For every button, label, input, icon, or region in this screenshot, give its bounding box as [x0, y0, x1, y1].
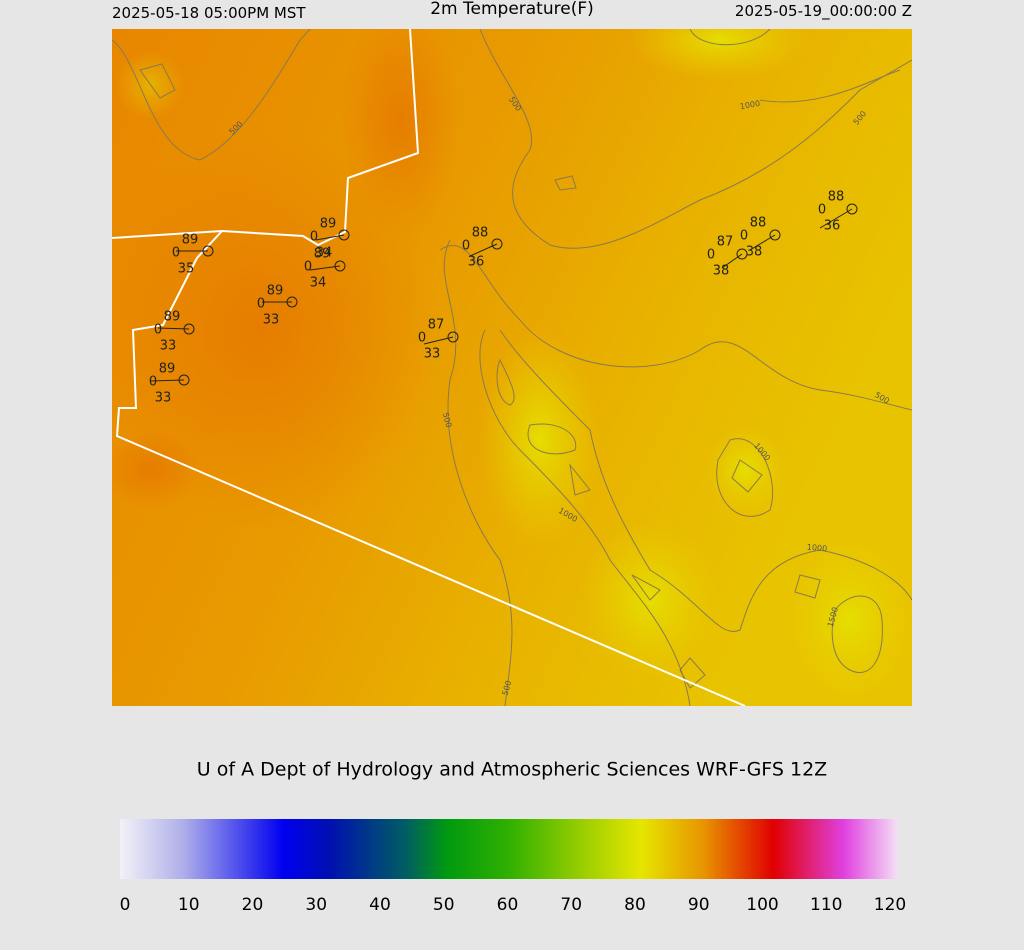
contour-line	[112, 29, 311, 161]
station-temp: 89	[164, 310, 181, 325]
station-cloud: 0	[154, 323, 162, 338]
contour-line	[479, 29, 912, 249]
station-circle	[846, 203, 858, 215]
wind-barb	[819, 208, 853, 229]
colorbar-tick-label: 20	[242, 895, 264, 915]
shade	[480, 330, 600, 550]
shade	[790, 540, 910, 700]
contour-line	[496, 358, 821, 689]
contour-line	[139, 63, 577, 191]
colorbar-tick-label: 70	[560, 895, 582, 915]
station-temp: 89	[314, 247, 331, 262]
colorbar-tick-label: 50	[433, 895, 455, 915]
colorbar-tick-label: 60	[497, 895, 519, 915]
station-dewpoint: 34	[310, 276, 327, 291]
valid-time-utc: 2025-05-19_00:00:00 Z	[735, 2, 912, 21]
contour-line	[479, 329, 691, 706]
shade	[112, 430, 200, 510]
colorbar-tick-label: 40	[369, 895, 391, 915]
station-temp: 89	[182, 233, 199, 248]
borders	[112, 29, 746, 706]
station-cloud: 0	[149, 375, 157, 390]
colorbar-tick-label: 10	[178, 895, 200, 915]
station-cloud: 0	[818, 203, 826, 218]
contour-label: 1000	[739, 99, 761, 111]
station-dewpoint: 34	[316, 246, 333, 261]
station-dewpoint: 33	[424, 347, 441, 362]
station-temp: 89	[320, 217, 337, 232]
station-cloud: 0	[172, 246, 180, 261]
shade	[115, 50, 185, 120]
station-dewpoint: 33	[155, 391, 172, 406]
station-dewpoint: 38	[746, 245, 763, 260]
station-dewpoint: 33	[263, 313, 280, 328]
contour-label: 1000	[806, 543, 827, 554]
contour-line	[439, 244, 912, 411]
station-cloud: 0	[707, 248, 715, 263]
colorbar-tick-label: 30	[305, 895, 327, 915]
station-cloud: 0	[310, 230, 318, 245]
station-circle	[334, 260, 346, 272]
contour-line	[443, 239, 513, 706]
colorbar-tick-label: 0	[120, 895, 131, 915]
valid-time-local: 2025-05-18 05:00PM MST	[112, 4, 306, 22]
contour-line	[831, 595, 883, 673]
station-temp: 87	[717, 235, 734, 250]
station-dewpoint: 35	[178, 262, 195, 277]
station-dewpoint: 38	[713, 264, 730, 279]
wind-barb	[149, 379, 185, 382]
station-temp: 89	[267, 284, 284, 299]
shade	[630, 29, 810, 80]
station-circle	[286, 296, 298, 308]
contour-line	[499, 329, 912, 632]
station-temp: 88	[472, 226, 489, 241]
contour-line	[759, 69, 901, 103]
station-group: 8903589034890348903389033890338803687033…	[149, 190, 858, 406]
station-cloud: 0	[418, 331, 426, 346]
station-temp: 88	[828, 190, 845, 205]
colorbar-tick-label: 120	[874, 895, 906, 915]
station-circle	[447, 331, 459, 343]
colorbar-ticks: 0 10 20 30 40 50 60 70 80 90 100 110 120	[120, 895, 907, 915]
border-line	[112, 29, 420, 247]
contour-line	[689, 29, 771, 46]
station-temp: 89	[159, 362, 176, 377]
footer-credit: U of A Dept of Hydrology and Atmospheric…	[197, 759, 827, 781]
colorbar-tick-label: 80	[624, 895, 646, 915]
station-circle	[338, 229, 350, 241]
wind-barb	[721, 253, 743, 269]
shade	[340, 29, 460, 240]
station-cloud: 0	[257, 297, 265, 312]
station-circle	[491, 238, 503, 250]
border-line	[115, 230, 746, 706]
station-circle	[183, 323, 195, 335]
station-circle	[178, 374, 190, 386]
station-circle	[736, 248, 748, 260]
station-temp: 88	[750, 216, 767, 231]
contour-label: 500	[501, 679, 514, 696]
station-cloud: 0	[462, 239, 470, 254]
colorbar-tick-label: 110	[810, 895, 842, 915]
contours	[112, 29, 912, 706]
contour-label: 500	[441, 411, 454, 428]
station-cloud: 0	[304, 260, 312, 275]
contour-line	[716, 438, 774, 517]
station-dewpoint: 36	[824, 219, 841, 234]
map-title: 2m Temperature(F)	[430, 0, 594, 19]
station-cloud: 0	[740, 229, 748, 244]
station-circle	[769, 229, 781, 241]
colorbar-tick-label: 90	[688, 895, 710, 915]
shade	[112, 130, 440, 530]
station-circle	[202, 245, 214, 257]
colorbar-tick-label: 100	[746, 895, 778, 915]
station-dewpoint: 36	[468, 255, 485, 270]
station-dewpoint: 33	[160, 339, 177, 354]
colorbar	[120, 819, 898, 879]
station-temp: 87	[428, 318, 445, 333]
